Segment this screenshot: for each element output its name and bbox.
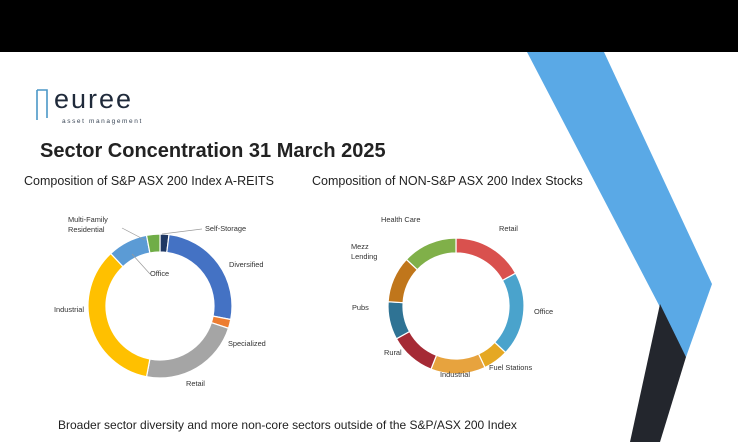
slide: euree asset management Sector Concentrat… — [0, 52, 738, 442]
dark-stripe — [630, 304, 686, 442]
label-diversified: Diversified — [229, 260, 264, 269]
right-chart-title: Composition of NON-S&P ASX 200 Index Sto… — [312, 174, 583, 188]
label-pubs: Pubs — [352, 303, 369, 312]
slice-health-care — [405, 237, 457, 271]
footer-note: Broader sector diversity and more non-co… — [58, 418, 517, 432]
label-fuel-stations: Fuel Stations — [489, 363, 532, 372]
label-industrial: Industrial — [440, 370, 470, 379]
non-asx200-donut-chart: Retail Office Fuel Stations Industrial Rural… — [351, 215, 553, 379]
label-rural: Rural — [384, 348, 402, 357]
asx200-areit-donut-chart: Self-Storage Diversified Specialized Retail… — [54, 215, 266, 388]
top-black-bar — [0, 0, 738, 52]
slice-retail — [455, 237, 517, 282]
logo-wordmark: euree — [54, 84, 134, 114]
decorative-stripes — [527, 52, 712, 442]
label-multi-family-residential: Multi-Family Residential — [68, 215, 108, 234]
slice-multi-family-residential — [145, 233, 161, 254]
label-industrial: Industrial — [54, 305, 84, 314]
leader-line-office — [131, 253, 151, 275]
slice-rural — [395, 330, 438, 371]
slice-pubs — [387, 301, 411, 340]
label-retail: Retail — [499, 224, 518, 233]
label-office: Office — [150, 269, 169, 278]
logo-tagline: asset management — [62, 118, 143, 125]
light-blue-stripe — [527, 52, 712, 357]
logo: euree asset management — [34, 84, 174, 128]
label-specialized: Specialized — [228, 339, 266, 348]
logo-mark-icon — [36, 89, 48, 120]
label-office: Office — [534, 307, 553, 316]
leader-line-self-storage — [161, 228, 203, 235]
label-mezz-lending: Mezz Lending — [351, 242, 377, 261]
leader-line-multi-family-residential — [121, 227, 146, 241]
label-retail: Retail — [186, 379, 205, 388]
left-chart-title: Composition of S&P ASX 200 Index A-REITS — [24, 174, 274, 188]
slice-office — [493, 272, 525, 354]
label-self-storage: Self-Storage — [205, 224, 246, 233]
page-title: Sector Concentration 31 March 2025 — [40, 140, 386, 162]
label-health-care: Health Care — [381, 215, 420, 224]
